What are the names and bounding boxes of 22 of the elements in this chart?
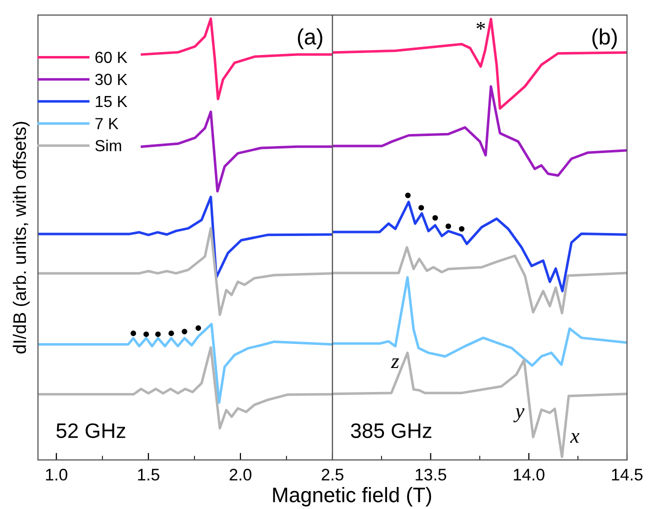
annotation: x (570, 433, 580, 443)
x-tick-label: 1.5 (138, 468, 160, 481)
x-tick-label: 2.5 (322, 468, 344, 481)
text: 52 GHz (56, 423, 126, 438)
annotation: * (476, 22, 485, 30)
chart-title: (b) (592, 28, 617, 50)
text: 385 GHz (350, 423, 432, 438)
legend-label: 15 K (96, 96, 128, 108)
x-tick-label: 14.5 (612, 468, 643, 481)
legend-label: 7 K (95, 118, 118, 130)
chart-title: (a) (298, 28, 322, 50)
x-tick-label: 1.0 (46, 468, 68, 481)
annotation: y (513, 408, 524, 422)
legend-label: 60 K (95, 52, 128, 64)
x-tick-label: 2.0 (230, 468, 252, 481)
x-axis-title: Magnetic field (T) (273, 487, 432, 506)
annotation: z (390, 358, 399, 368)
legend-label: 30 K (95, 74, 128, 86)
legend-label: Sim (95, 140, 122, 152)
x-tick-label: 13.5 (416, 468, 446, 481)
y-axis-title: dI/dB (arb. units, with offsets) (12, 122, 30, 354)
x-tick-label: 14.0 (514, 468, 544, 481)
